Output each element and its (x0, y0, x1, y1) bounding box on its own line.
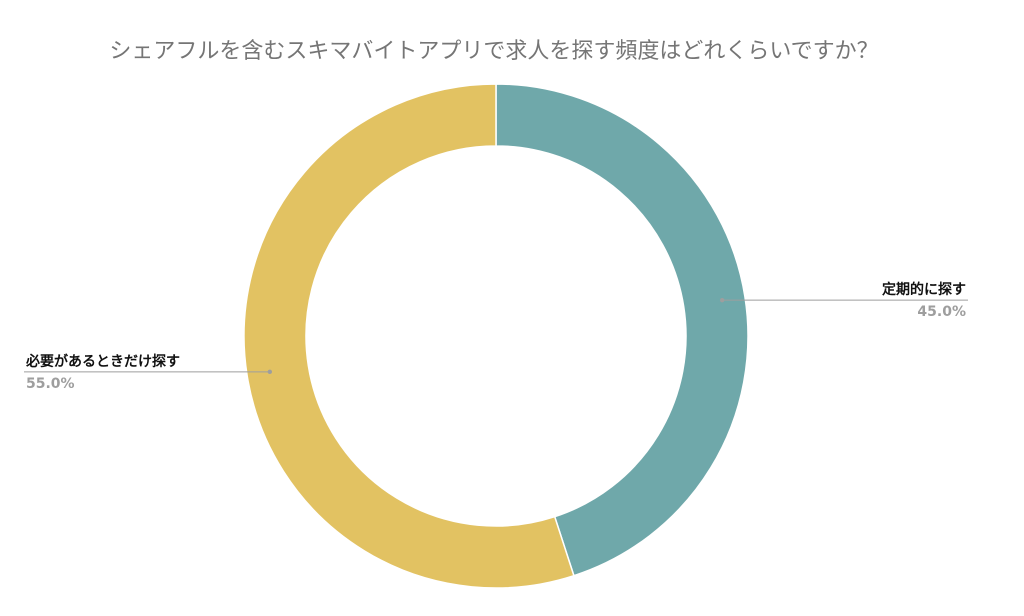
slice-value-1: 45.0% (917, 304, 966, 320)
slices-group (243, 83, 749, 589)
donut-slice-1 (495, 83, 749, 577)
slice-label-2: 必要があるときだけ探す (25, 353, 180, 370)
chart-title: シェアフルを含むスキマバイトアプリで求人を探す頻度はどれくらいですか？ (109, 39, 878, 64)
slice-label-1: 定期的に探す (882, 281, 966, 298)
slice-value-2: 55.0% (26, 376, 75, 392)
donut-slice-2 (243, 83, 575, 589)
labels-group: 定期的に探す 45.0% 必要があるときだけ探す 55.0% (24, 281, 968, 392)
